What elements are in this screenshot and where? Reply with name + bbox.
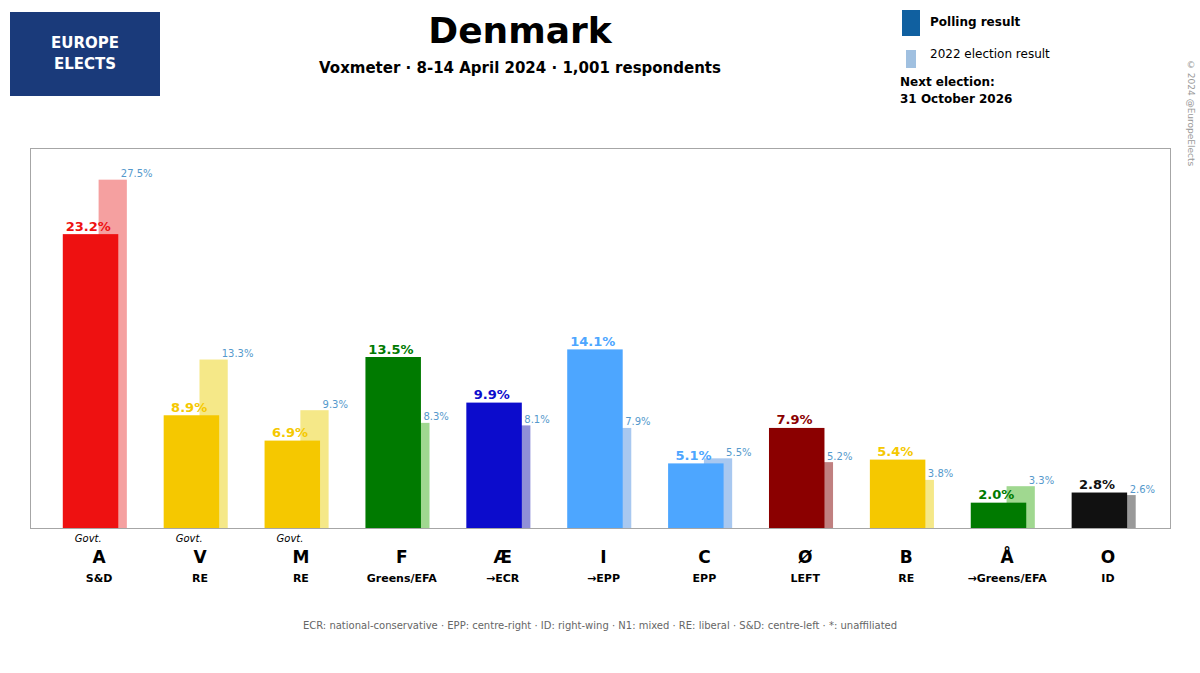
svg-text:O: O: [1101, 547, 1115, 567]
svg-text:3.3%: 3.3%: [1029, 475, 1054, 486]
svg-text:7.9%: 7.9%: [776, 412, 812, 427]
svg-text:23.2%: 23.2%: [66, 219, 111, 234]
svg-text:14.1%: 14.1%: [570, 334, 615, 349]
html-text:ECR: national-conservative · E: ECR: national-conservative · EPP: centre…: [302, 620, 898, 631]
html-text:Polling result: Polling result: [930, 15, 1021, 29]
svg-text:3.8%: 3.8%: [928, 468, 953, 479]
svg-text:9.3%: 9.3%: [323, 399, 348, 410]
svg-text:13.5%: 13.5%: [368, 342, 413, 357]
svg-text:Æ: Æ: [493, 547, 511, 567]
svg-text:LEFT: LEFT: [791, 572, 821, 585]
svg-text:C: C: [698, 547, 710, 567]
svg-text:9.9%: 9.9%: [474, 387, 510, 402]
svg-text:2.0%: 2.0%: [978, 487, 1014, 502]
svg-text:5.4%: 5.4%: [877, 444, 913, 459]
svg-text:EPP: EPP: [693, 572, 717, 585]
svg-text:→Greens/EFA: →Greens/EFA: [967, 572, 1047, 585]
svg-text:A: A: [93, 547, 107, 567]
html-text:Voxmeter · 8-14 April 2024 · 1: Voxmeter · 8-14 April 2024 · 1,001 respo…: [319, 59, 721, 77]
html-text:31 October 2026: 31 October 2026: [900, 91, 1013, 106]
svg-text:Govt.: Govt.: [277, 533, 304, 544]
html-text:Denmark: Denmark: [428, 10, 612, 51]
svg-text:V: V: [193, 547, 207, 567]
svg-text:2.6%: 2.6%: [1130, 484, 1155, 495]
svg-text:→EPP: →EPP: [587, 572, 620, 585]
svg-text:13.3%: 13.3%: [222, 348, 254, 359]
svg-text:Greens/EFA: Greens/EFA: [367, 572, 438, 585]
html-text:EUROPE: EUROPE: [51, 34, 119, 52]
svg-text:8.9%: 8.9%: [171, 400, 207, 415]
html-text:2022 election result: 2022 election result: [930, 47, 1050, 61]
svg-text:8.3%: 8.3%: [423, 411, 448, 422]
svg-text:M: M: [292, 547, 309, 567]
svg-text:Govt.: Govt.: [176, 533, 203, 544]
svg-text:RE: RE: [192, 572, 208, 585]
svg-text:7.9%: 7.9%: [625, 416, 650, 427]
svg-text:6.9%: 6.9%: [272, 425, 308, 440]
html-text:Next election:: Next election:: [900, 75, 995, 89]
svg-text:ID: ID: [1101, 572, 1114, 585]
svg-text:8.1%: 8.1%: [524, 414, 549, 425]
svg-text:Å: Å: [1000, 545, 1014, 567]
html-text:© 2024 @EuropeElects: © 2024 @EuropeElects: [1186, 60, 1196, 167]
svg-text:RE: RE: [898, 572, 914, 585]
svg-text:5.5%: 5.5%: [726, 447, 751, 458]
svg-text:Govt.: Govt.: [75, 533, 102, 544]
svg-text:→ECR: →ECR: [486, 572, 520, 585]
svg-text:27.5%: 27.5%: [121, 168, 153, 179]
html-text:ELECTS: ELECTS: [53, 55, 116, 73]
svg-text:B: B: [900, 547, 913, 567]
svg-text:F: F: [396, 547, 408, 567]
svg-text:5.2%: 5.2%: [827, 451, 852, 462]
svg-text:S&D: S&D: [86, 572, 113, 585]
svg-text:I: I: [600, 547, 606, 567]
svg-text:Ø: Ø: [798, 547, 812, 567]
svg-text:5.1%: 5.1%: [676, 448, 712, 463]
svg-text:RE: RE: [293, 572, 309, 585]
svg-text:2.8%: 2.8%: [1079, 477, 1115, 492]
